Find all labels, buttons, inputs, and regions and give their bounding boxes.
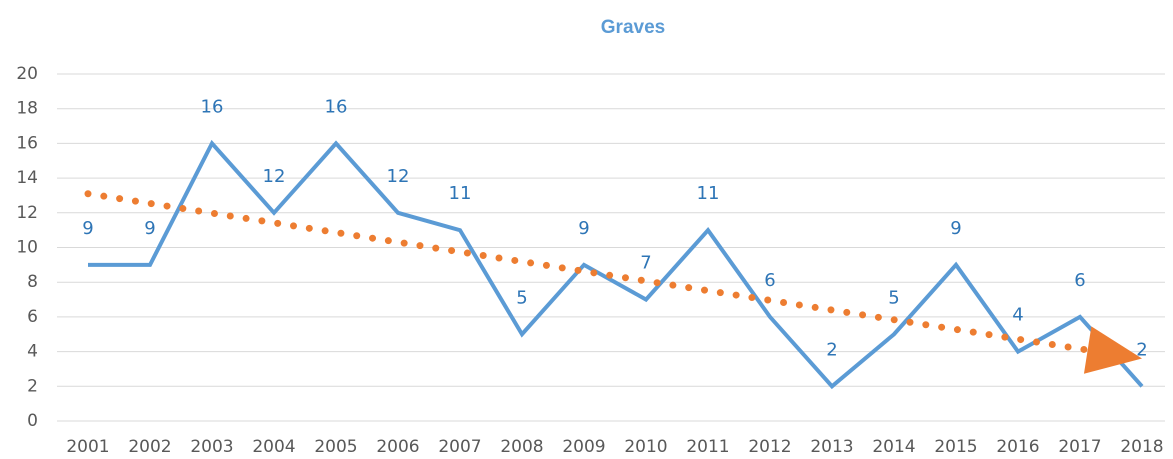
data-label: 9 bbox=[578, 218, 589, 239]
data-label: 9 bbox=[950, 218, 961, 239]
trend-arrow bbox=[1083, 326, 1142, 374]
data-label: 12 bbox=[387, 166, 410, 187]
x-tick-label: 2007 bbox=[438, 437, 481, 457]
y-tick-label: 8 bbox=[27, 272, 38, 292]
y-tick-label: 14 bbox=[16, 168, 38, 188]
y-tick-label: 0 bbox=[27, 411, 38, 431]
data-label: 7 bbox=[640, 253, 651, 274]
x-tick-label: 2012 bbox=[748, 437, 791, 457]
data-label: 4 bbox=[1012, 305, 1023, 326]
x-tick-label: 2001 bbox=[66, 437, 109, 457]
data-label: 9 bbox=[144, 218, 155, 239]
x-tick-label: 2018 bbox=[1120, 437, 1163, 457]
data-label: 12 bbox=[263, 166, 286, 187]
x-tick-label: 2016 bbox=[996, 437, 1039, 457]
y-tick-label: 12 bbox=[16, 203, 38, 223]
y-tick-label: 20 bbox=[16, 64, 38, 84]
data-label: 6 bbox=[764, 270, 775, 291]
x-tick-label: 2017 bbox=[1058, 437, 1101, 457]
chart-title: Graves bbox=[601, 17, 665, 38]
x-tick-label: 2004 bbox=[252, 437, 295, 457]
data-label: 16 bbox=[325, 96, 348, 117]
x-tick-label: 2010 bbox=[624, 437, 667, 457]
y-tick-label: 4 bbox=[27, 342, 38, 362]
x-tick-label: 2002 bbox=[128, 437, 171, 457]
y-tick-label: 6 bbox=[27, 307, 38, 327]
x-tick-label: 2014 bbox=[872, 437, 915, 457]
data-label: 11 bbox=[449, 183, 472, 204]
data-label: 2 bbox=[826, 339, 837, 360]
data-label: 16 bbox=[201, 96, 224, 117]
x-tick-label: 2011 bbox=[686, 437, 729, 457]
y-tick-label: 2 bbox=[27, 376, 38, 396]
data-label: 5 bbox=[516, 287, 527, 308]
data-label: 11 bbox=[697, 183, 720, 204]
x-tick-label: 2003 bbox=[190, 437, 233, 457]
y-tick-label: 18 bbox=[16, 99, 38, 119]
data-label: 2 bbox=[1136, 339, 1147, 360]
y-tick-label: 16 bbox=[16, 133, 38, 153]
data-label: 5 bbox=[888, 287, 899, 308]
x-tick-label: 2006 bbox=[376, 437, 419, 457]
data-label: 9 bbox=[82, 218, 93, 239]
x-tick-label: 2008 bbox=[500, 437, 543, 457]
x-tick-label: 2015 bbox=[934, 437, 977, 457]
x-tick-label: 2009 bbox=[562, 437, 605, 457]
y-tick-label: 10 bbox=[16, 238, 38, 258]
x-tick-label: 2013 bbox=[810, 437, 853, 457]
x-tick-label: 2005 bbox=[314, 437, 357, 457]
data-line bbox=[88, 139, 1144, 390]
data-label: 6 bbox=[1074, 270, 1085, 291]
